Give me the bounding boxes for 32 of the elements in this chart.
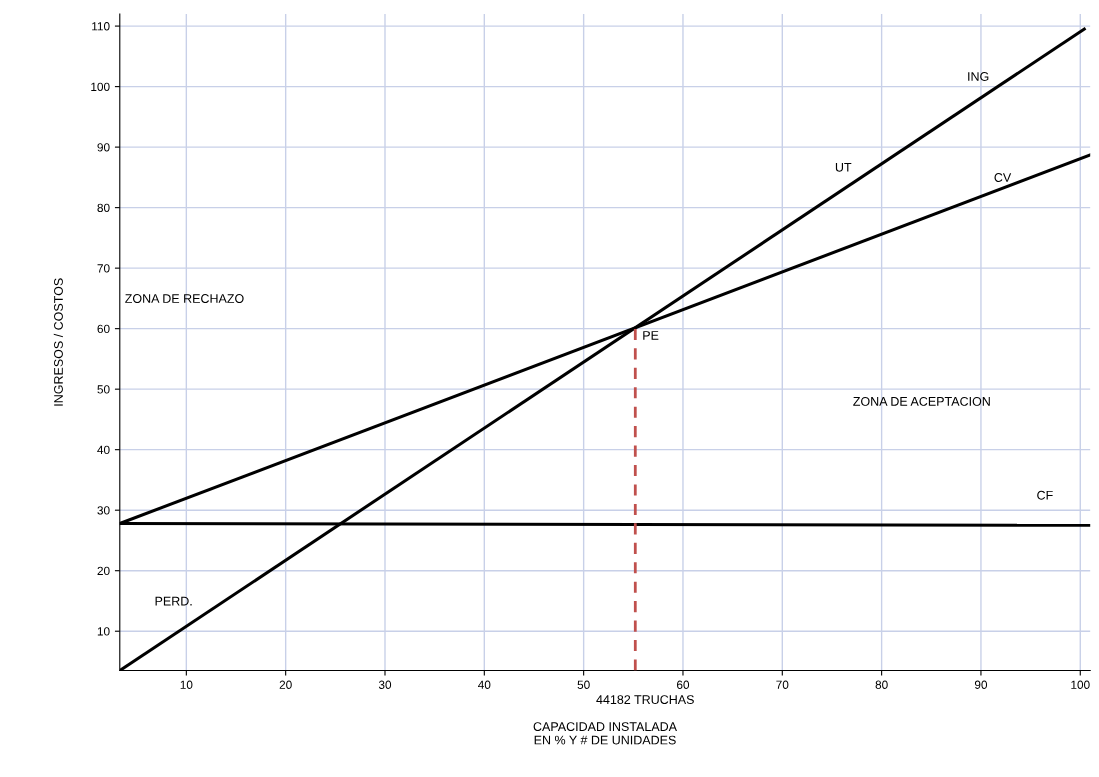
y-tick-label: 40: [97, 445, 110, 455]
y-axis-title: INGRESOS / COSTOS: [53, 278, 63, 406]
annotation: ZONA DE RECHAZO: [125, 294, 244, 303]
y-tick-label: 100: [91, 82, 110, 91]
y-tick-label: 10: [97, 627, 110, 636]
x-tick-label: 90: [974, 680, 988, 689]
series-label: CV: [994, 173, 1012, 182]
annotation: UT: [835, 162, 852, 172]
x-tick-label: 70: [776, 680, 789, 689]
y-tick-label: 80: [97, 203, 110, 213]
annotation: PE: [643, 331, 659, 340]
y-tick-label: 20: [97, 566, 110, 576]
x-tick-label: 20: [279, 680, 292, 689]
text: CF: [1037, 490, 1053, 500]
x-axis-title: CAPACIDAD INSTALADA EN % Y # DE UNIDADES: [533, 722, 677, 745]
annotation: ZONA DE ACEPTACION: [853, 396, 990, 406]
x-tick-label: 60: [677, 680, 690, 689]
y-tick-label: 60: [97, 324, 110, 334]
x-tick-label: 40: [478, 680, 491, 689]
y-tick-label: 30: [97, 506, 110, 515]
y-tick-label: 110: [92, 22, 110, 31]
annotation: PERD.: [155, 596, 192, 606]
x-tick-label: 100: [1071, 680, 1090, 689]
y-tick-label: 70: [97, 264, 110, 273]
x-tick-label: 50: [577, 680, 590, 689]
series-label: ING: [968, 72, 989, 81]
y-tick-label: 90: [97, 143, 110, 152]
x-tick-label: 10: [180, 680, 193, 689]
x-tick-label: 30: [378, 680, 392, 689]
text: 44182 TRUCHAS: [596, 695, 694, 705]
y-tick-label: 50: [97, 385, 110, 394]
x-tick-label: 80: [875, 680, 888, 689]
